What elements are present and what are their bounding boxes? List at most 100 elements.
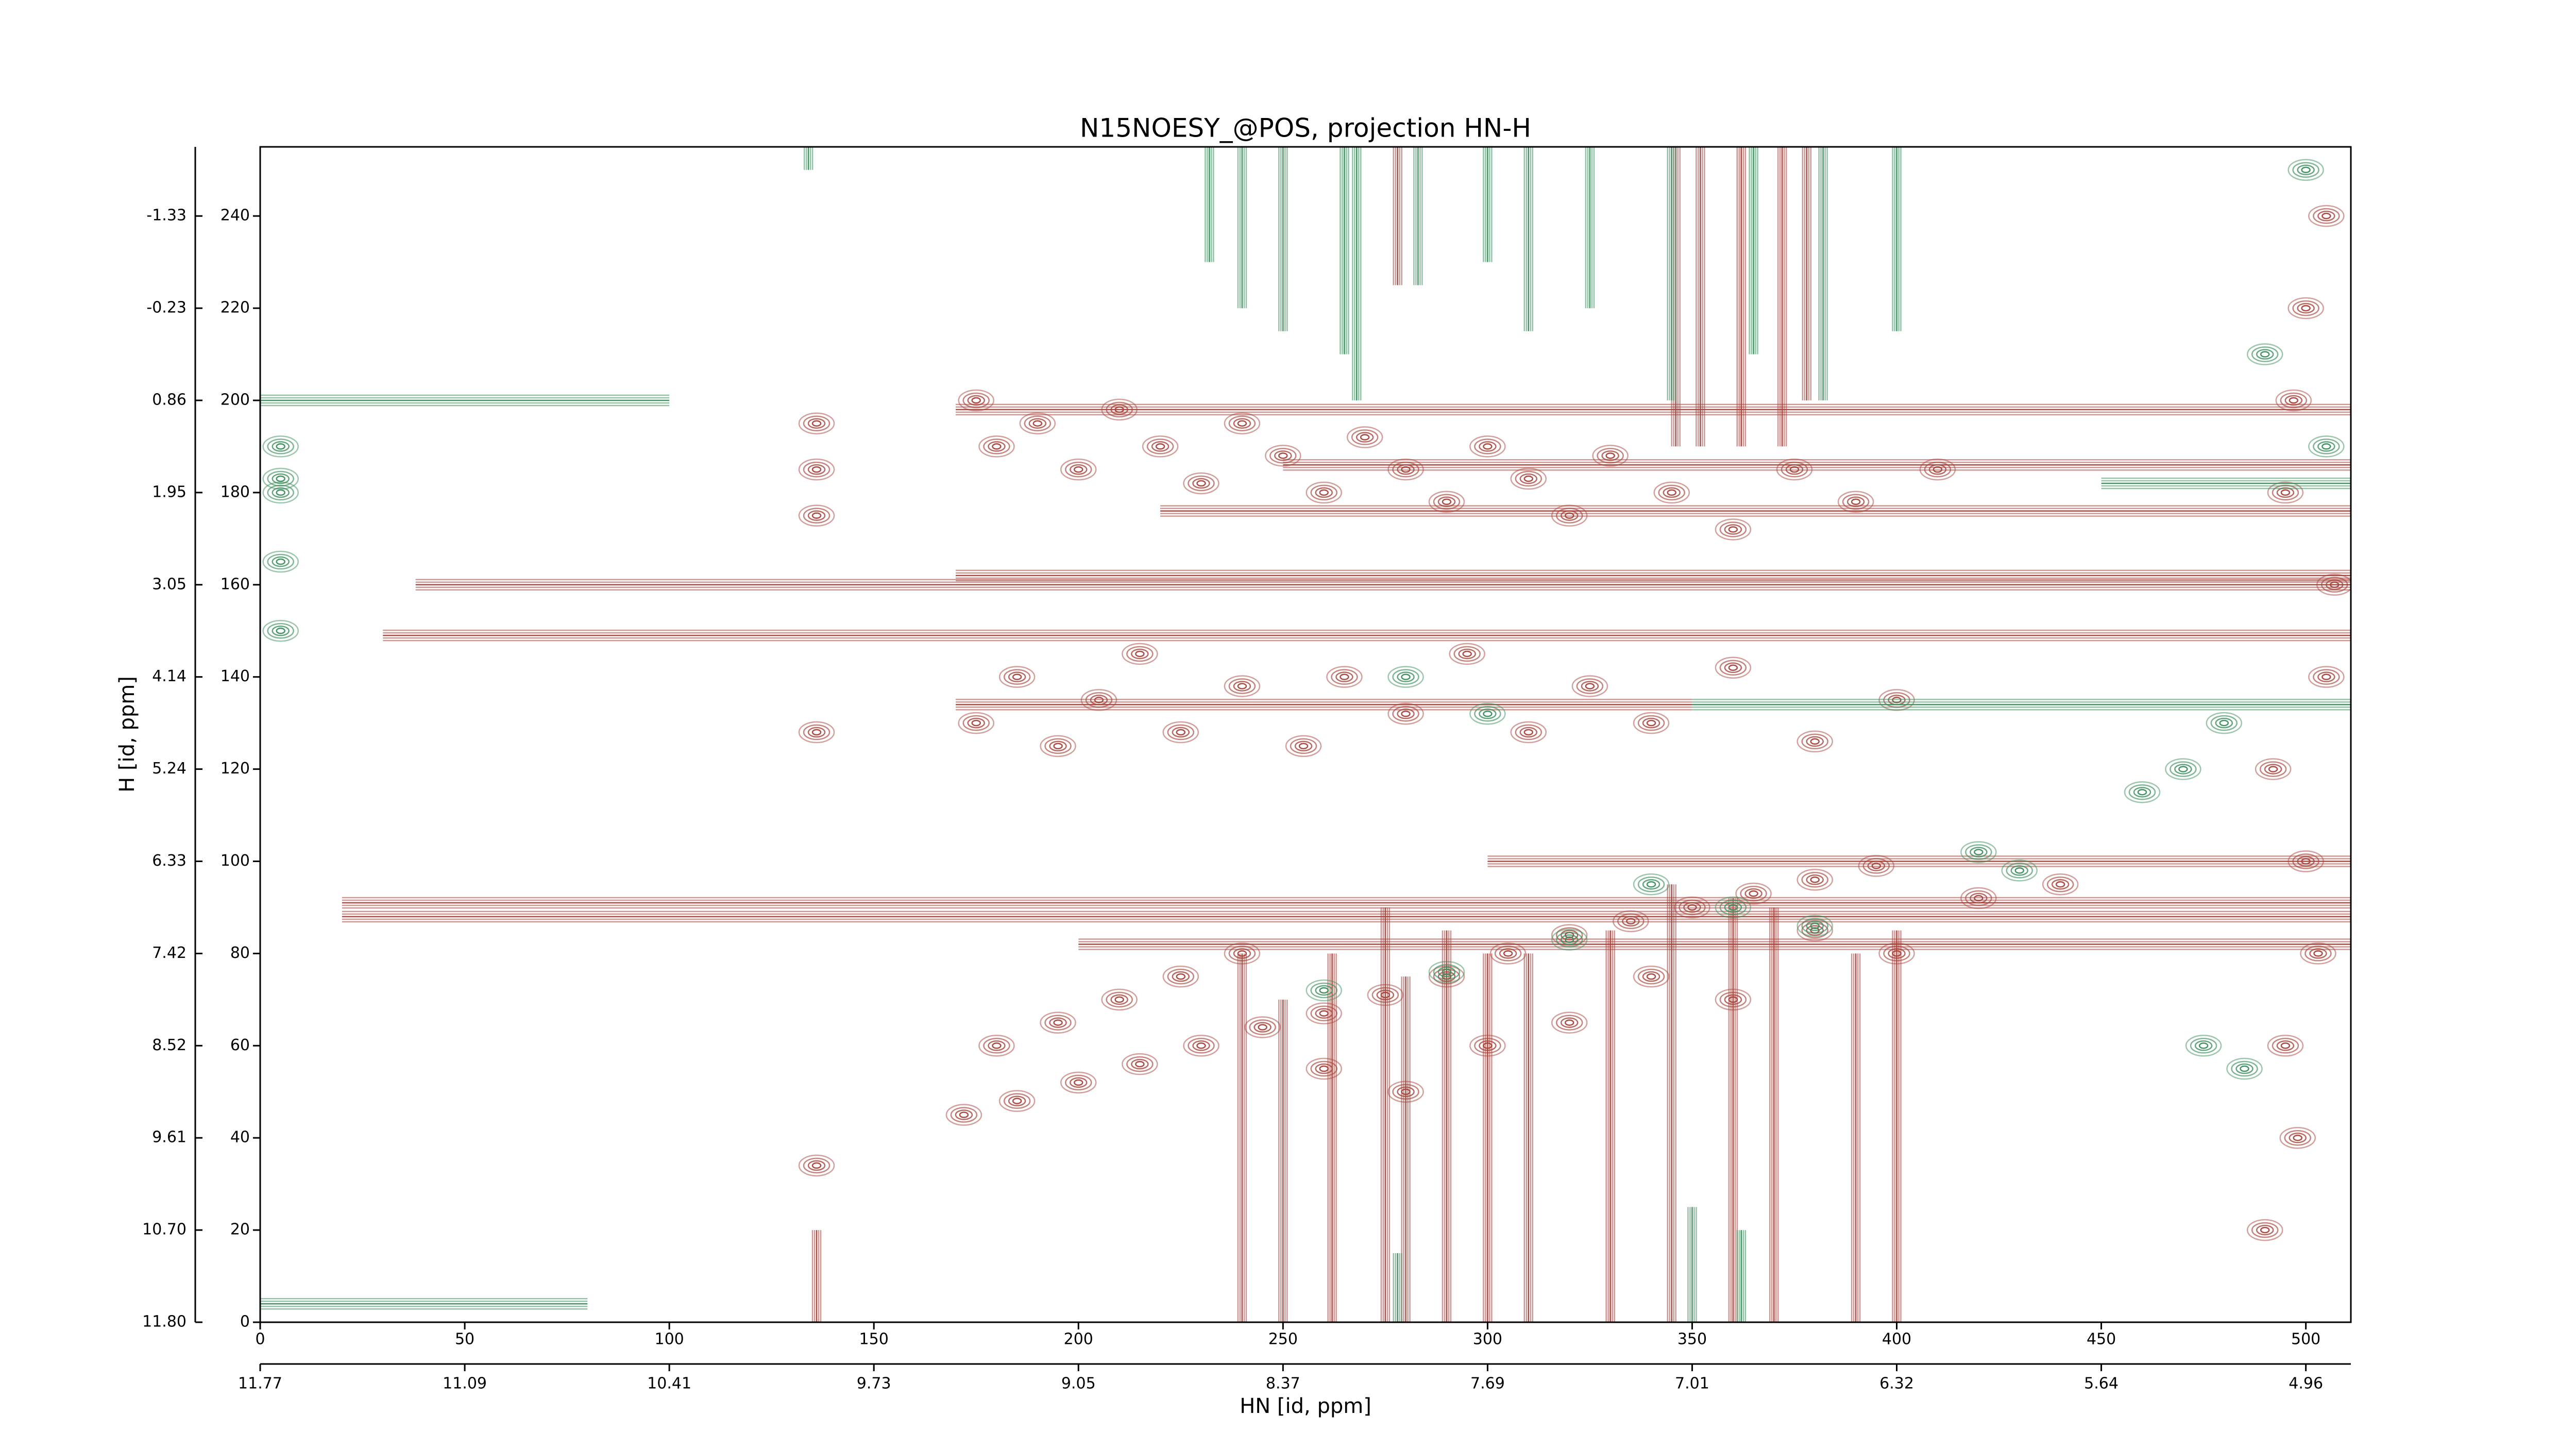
peak: [1306, 481, 1342, 504]
peak-contour: [2297, 856, 2315, 867]
peak-contour: [2190, 1038, 2217, 1054]
peak-contour: [1183, 1035, 1219, 1057]
peak-contour: [803, 1157, 831, 1174]
h-ridge: [342, 911, 2351, 923]
peak-contour: [276, 489, 285, 496]
peak-contour: [272, 487, 290, 498]
peak-contour: [1351, 429, 1379, 445]
peak-contour: [992, 1042, 1002, 1049]
peak-contour: [950, 1107, 978, 1123]
peak: [1489, 942, 1527, 965]
peak-contour: [2255, 758, 2292, 780]
y2-tick-label: 8.52: [152, 1036, 187, 1054]
h-ridge: [1160, 505, 2351, 517]
peak-contour: [2246, 1219, 2283, 1241]
peak-contour: [2133, 787, 2151, 798]
peak-contour: [2124, 781, 2161, 803]
y2-tick-label: 6.33: [152, 852, 187, 870]
peak: [1080, 689, 1117, 711]
peak-contour: [1032, 420, 1043, 427]
peak-contour: [1024, 415, 1052, 431]
peak-contour: [1806, 925, 1824, 936]
peak-contour: [1298, 743, 1309, 750]
peak: [1633, 712, 1670, 734]
peak-contour: [1090, 695, 1108, 705]
peak-contour: [1469, 702, 1506, 725]
y2-tick-label: 1.95: [152, 483, 187, 501]
peak-contour: [811, 420, 822, 427]
peak-contour: [2308, 666, 2345, 688]
peak-contour: [1715, 656, 1752, 679]
peak: [262, 619, 299, 642]
peak-contour: [1392, 1084, 1419, 1100]
y-tick-label: 40: [230, 1128, 250, 1147]
peak-contour: [1719, 660, 1747, 676]
peak-contour: [1674, 896, 1710, 919]
v-ridge: [1687, 1207, 1697, 1322]
peak-contour: [1188, 475, 1215, 492]
peak-contour: [955, 1109, 973, 1120]
peak-contour: [1392, 461, 1419, 478]
peak-contour: [1008, 1096, 1026, 1106]
peak-contour: [1474, 439, 1501, 454]
peak-contour: [1519, 473, 1538, 484]
peak-contour: [1888, 948, 1906, 959]
peak-contour: [2297, 302, 2315, 314]
peak-contour: [1715, 988, 1752, 1011]
peak-contour: [1633, 873, 1670, 896]
peak-contour: [2272, 1038, 2299, 1054]
peak-contour: [1319, 489, 1329, 496]
peak-contour: [1387, 702, 1424, 725]
peak-contour: [1044, 738, 1072, 754]
peak: [1122, 643, 1158, 665]
peak-contour: [1122, 1053, 1158, 1075]
peak-contour: [971, 397, 981, 404]
peak-contour: [1479, 441, 1497, 452]
peak-contour: [2321, 212, 2331, 220]
h-ridge: [2101, 477, 2351, 490]
peak-contour: [1392, 669, 1419, 685]
peak-contour: [1224, 942, 1261, 965]
peak-contour: [1970, 847, 1988, 857]
peak-contour: [1597, 448, 1624, 464]
peak-contour: [267, 439, 294, 454]
v-ridge: [1818, 147, 1828, 400]
peak: [798, 1154, 835, 1177]
peak-contour: [2268, 766, 2278, 772]
peak-contour: [811, 1162, 822, 1169]
peak-contour: [1974, 895, 1984, 902]
peak-contour: [1728, 664, 1738, 671]
x-tick-label: 300: [1473, 1330, 1502, 1349]
peak: [1265, 445, 1301, 467]
peak-contour: [803, 508, 831, 524]
peak-contour: [1074, 466, 1083, 473]
v-ridge: [1393, 1253, 1402, 1322]
peak-contour: [2006, 863, 2033, 879]
peak-contour: [1233, 681, 1251, 692]
peak-contour: [2329, 581, 2340, 588]
peak-contour: [1637, 968, 1665, 985]
peak-contour: [2256, 349, 2274, 360]
x-tick-label: 250: [1268, 1330, 1298, 1349]
peak-contour: [262, 481, 299, 504]
peak: [798, 412, 835, 434]
peak-contour: [1392, 705, 1419, 722]
h-ridge: [1078, 938, 2351, 950]
peak-contour: [1523, 729, 1534, 736]
peak-contour: [1155, 443, 1165, 450]
peak-contour: [2231, 1060, 2258, 1077]
peak-contour: [1858, 855, 1895, 877]
peak-contour: [988, 441, 1006, 452]
peak-contour: [1233, 948, 1251, 959]
peak-contour: [1564, 512, 1574, 519]
h-ridge: [415, 579, 2351, 591]
peak-contour: [1479, 708, 1497, 719]
peak-contour: [967, 395, 985, 406]
peak-contour: [2260, 351, 2270, 358]
peak: [262, 550, 299, 573]
peak-contour: [1306, 481, 1342, 504]
y-tick-label: 100: [221, 852, 250, 870]
peak-contour: [2170, 761, 2197, 777]
peak-contour: [1315, 985, 1333, 996]
peak-contour: [1551, 924, 1588, 946]
